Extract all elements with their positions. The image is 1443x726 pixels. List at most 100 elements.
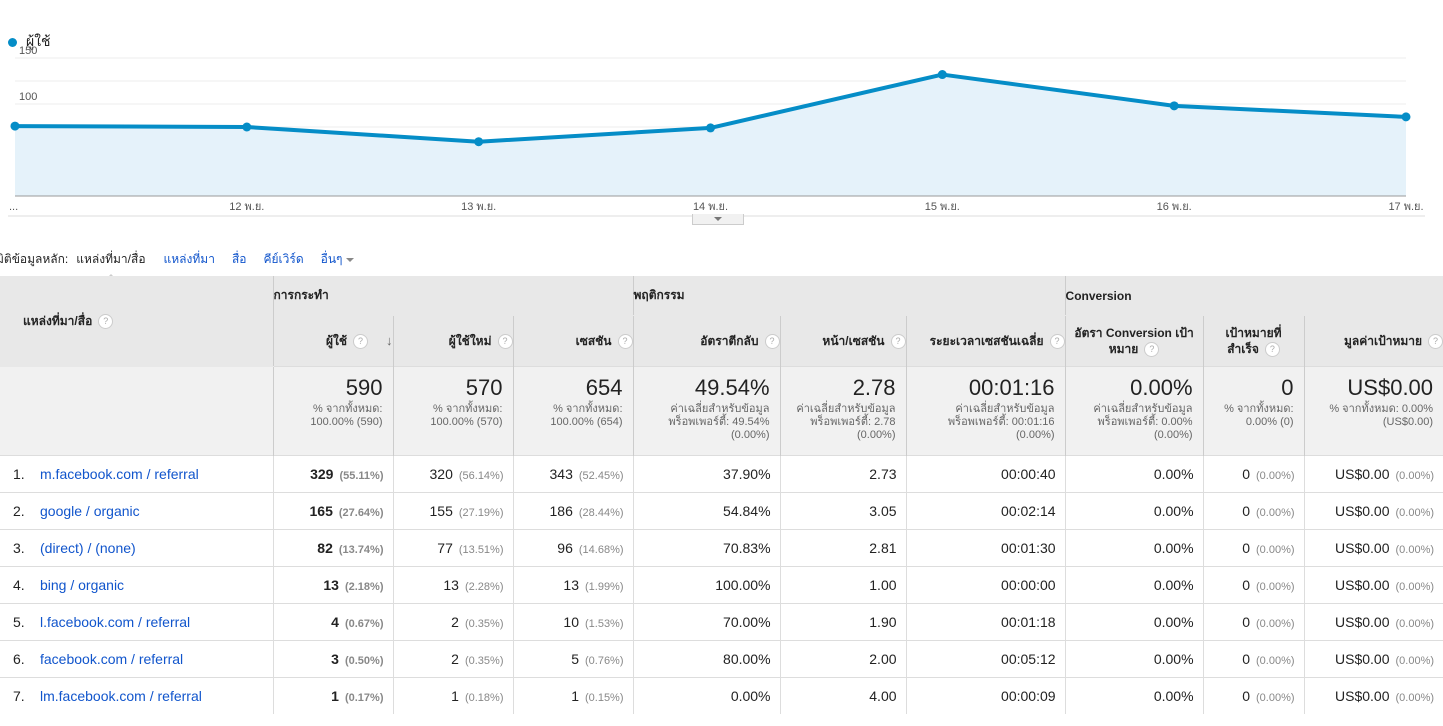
- users-value: 165: [309, 503, 333, 519]
- dimension-keyword-link[interactable]: คีย์เวิร์ด: [263, 252, 304, 266]
- source-medium-link[interactable]: lm.facebook.com / referral: [40, 688, 202, 704]
- total-conv-note-2: พร็อพเพอร์ตี้: 0.00%: [1097, 416, 1193, 428]
- row-number: 1.: [13, 466, 25, 482]
- help-icon[interactable]: ?: [1428, 333, 1443, 349]
- users-value: 4: [331, 614, 339, 630]
- sessions-cell: 96 (14.68%): [512, 529, 634, 567]
- total-bounce-note-3: (0.00%): [730, 429, 770, 441]
- pages-cell: 3.05: [779, 492, 907, 530]
- col-new-users[interactable]: ผู้ใช้ใหม่?: [392, 315, 513, 367]
- goal-value-pct: (0.00%): [1395, 507, 1435, 519]
- conv-rate-value: 0.00%: [1153, 688, 1194, 704]
- total-goal-note-1: % จากทั้งหมด:: [1224, 403, 1294, 415]
- total-sessions-note-1: % จากทั้งหมด:: [553, 403, 623, 415]
- duration-cell: 00:01:30: [905, 529, 1066, 567]
- new-users-pct: (0.35%): [464, 618, 504, 630]
- users-cell: 1 (0.17%): [272, 677, 393, 714]
- goal-value-pct: (0.00%): [1395, 655, 1435, 667]
- dimension-medium-link[interactable]: สื่อ: [231, 252, 247, 266]
- x-tick-label: 12 พ.ย.: [229, 201, 264, 213]
- source-medium-link[interactable]: (direct) / (none): [40, 540, 136, 556]
- goal-comp-cell: 0 (0.00%): [1202, 566, 1305, 604]
- legend-label: ผู้ใช้: [26, 33, 51, 49]
- data-point: [10, 121, 20, 131]
- total-goal-value-note-2: (US$0.00): [1382, 416, 1434, 428]
- pages-cell: 2.73: [779, 455, 907, 493]
- series-area: [15, 74, 1406, 196]
- duration-cell: 00:02:14: [905, 492, 1066, 530]
- pages-cell: 4.00: [779, 677, 907, 714]
- new-users-cell: 320 (56.14%): [392, 455, 513, 493]
- total-conv-note-3: (0.00%): [1154, 429, 1193, 441]
- help-icon[interactable]: ?: [1049, 333, 1065, 349]
- report-table: แหล่งที่มา/สื่อ? การกระทำ พฤติกรรม Conve…: [0, 276, 1443, 714]
- col-conv-rate-label-2: หมาย: [1108, 341, 1139, 356]
- dimension-header[interactable]: แหล่งที่มา/สื่อ?: [0, 276, 274, 367]
- new-users-cell: 2 (0.35%): [392, 640, 513, 678]
- sessions-cell: 10 (1.53%): [512, 603, 634, 641]
- goal-value-cell: US$0.00 (0.00%): [1303, 566, 1443, 604]
- source-medium-link[interactable]: google / organic: [40, 503, 140, 519]
- source-medium-link[interactable]: l.facebook.com / referral: [40, 614, 191, 630]
- bounce-cell: 100.00%: [632, 566, 781, 604]
- users-cell: 329 (55.11%): [272, 455, 393, 493]
- dimension-source-link[interactable]: แหล่งที่มา: [163, 252, 215, 266]
- col-goal-comp-label-1: เป้าหมายที่: [1225, 325, 1282, 340]
- goal-comp-pct: (0.00%): [1256, 581, 1295, 593]
- goal-comp-cell: 0 (0.00%): [1202, 677, 1305, 714]
- sessions-cell: 1 (0.15%): [512, 677, 634, 714]
- help-icon[interactable]: ?: [497, 333, 513, 349]
- chart-collapse-toggle[interactable]: [692, 214, 744, 225]
- col-pages-per-session[interactable]: หน้า/เซสชัน?: [779, 315, 907, 367]
- col-users[interactable]: ผู้ใช้? ↓: [272, 315, 393, 367]
- goal-value-pct: (0.00%): [1395, 470, 1435, 482]
- users-pct: (13.74%): [338, 544, 384, 556]
- help-icon[interactable]: ?: [764, 333, 780, 349]
- bounce-cell: 70.83%: [632, 529, 781, 567]
- goal-value-pct: (0.00%): [1395, 581, 1435, 593]
- new-users-value: 155: [429, 503, 453, 519]
- duration-cell: 00:01:18: [905, 603, 1066, 641]
- col-conversion-rate[interactable]: อัตรา Conversion เป้า หมาย?: [1064, 315, 1204, 367]
- col-bounce-rate[interactable]: อัตราตีกลับ?: [632, 315, 781, 367]
- row-number: 3.: [13, 540, 25, 556]
- conv-rate-value: 0.00%: [1153, 577, 1194, 593]
- sort-desc-icon[interactable]: ↓: [386, 332, 393, 348]
- group-acquisition: การกระทำ: [273, 276, 634, 316]
- source-medium-link[interactable]: bing / organic: [40, 577, 125, 593]
- x-tick-label: 15 พ.ย.: [925, 201, 960, 213]
- help-icon[interactable]: ?: [617, 333, 633, 349]
- sessions-value: 343: [549, 466, 573, 482]
- pages-cell: 2.81: [779, 529, 907, 567]
- bounce-value: 70.83%: [723, 540, 771, 556]
- col-sessions[interactable]: เซสชัน?: [512, 315, 634, 367]
- duration-value: 00:05:12: [1001, 651, 1056, 667]
- total-pages-per-session: 2.78 ค่าเฉลี่ยสำหรับข้อมูล พร็อพเพอร์ตี้: …: [779, 366, 907, 456]
- help-icon[interactable]: ?: [1144, 342, 1160, 358]
- new-users-pct: (27.19%): [458, 507, 504, 519]
- help-icon[interactable]: ?: [890, 333, 906, 349]
- total-pages-value: 2.78: [852, 375, 896, 400]
- total-users-note-1: % จากทั้งหมด:: [313, 403, 383, 415]
- col-goal-completions[interactable]: เป้าหมายที่ สำเร็จ?: [1202, 315, 1305, 367]
- help-icon[interactable]: ?: [1264, 342, 1280, 358]
- new-users-value: 320: [429, 466, 453, 482]
- conv-rate-cell: 0.00%: [1064, 492, 1204, 530]
- bounce-cell: 0.00%: [632, 677, 781, 714]
- dimension-other-dropdown[interactable]: อื่นๆ: [321, 250, 355, 269]
- group-acquisition-label: การกระทำ: [273, 288, 329, 302]
- help-icon[interactable]: ?: [353, 333, 368, 349]
- help-icon[interactable]: ?: [98, 313, 114, 329]
- new-users-value: 13: [443, 577, 459, 593]
- chart-legend[interactable]: ผู้ใช้: [8, 31, 51, 53]
- bounce-cell: 70.00%: [632, 603, 781, 641]
- sessions-pct: (28.44%): [578, 507, 624, 519]
- total-duration-note-3: (0.00%): [1016, 429, 1055, 441]
- col-goal-value[interactable]: มูลค่าเป้าหมาย?: [1303, 315, 1443, 367]
- source-medium-link[interactable]: facebook.com / referral: [40, 651, 184, 667]
- col-avg-session-duration[interactable]: ระยะเวลาเซสชันเฉลี่ย?: [905, 315, 1066, 367]
- total-conv-value: 0.00%: [1130, 375, 1193, 400]
- source-medium-link[interactable]: m.facebook.com / referral: [40, 466, 199, 482]
- pages-value: 4.00: [869, 688, 897, 704]
- pages-value: 2.81: [869, 540, 897, 556]
